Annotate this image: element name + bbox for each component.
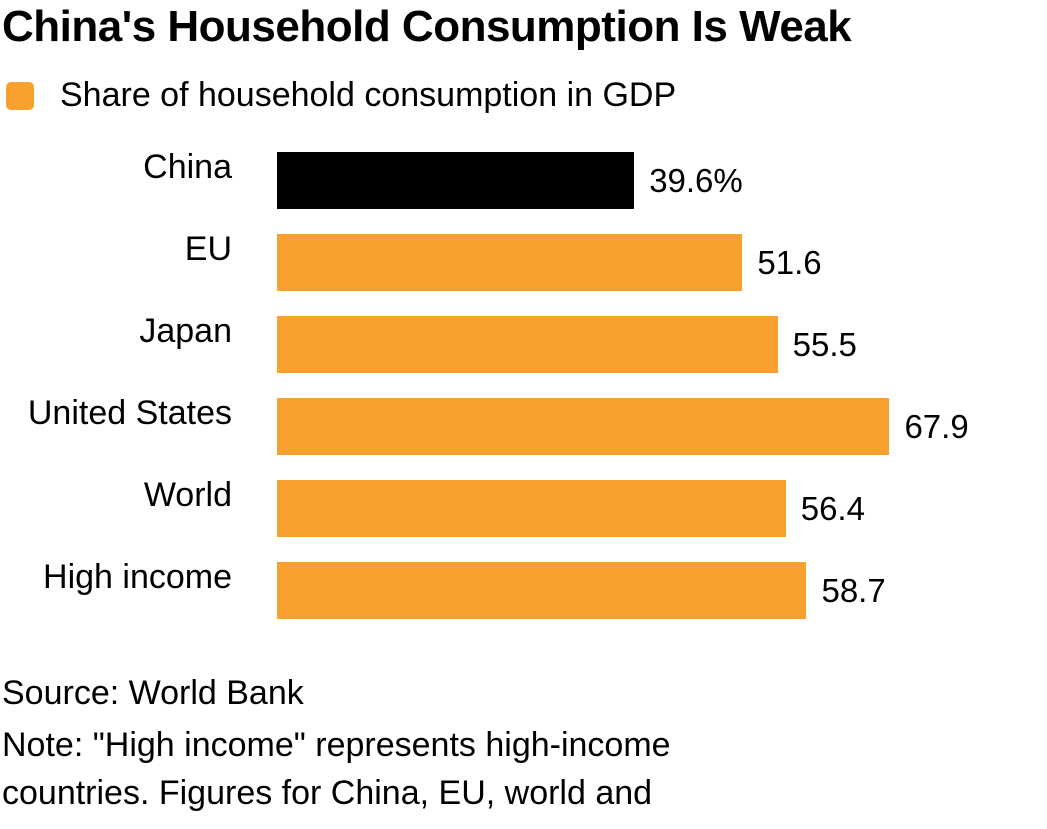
note-line-2: countries. Figures for China, EU, world … <box>2 774 653 812</box>
value-label: 58.7 <box>821 572 886 609</box>
bar-japan <box>277 316 778 373</box>
category-label: Japan <box>139 312 232 350</box>
bar-china <box>277 152 635 209</box>
bar-united-states <box>277 398 890 455</box>
category-label: EU <box>184 230 232 268</box>
value-label: 56.4 <box>800 490 865 527</box>
legend-label: Share of household consumption in GDP <box>60 76 677 114</box>
value-label: 67.9 <box>904 408 969 445</box>
bar-world <box>277 480 786 537</box>
value-label: 39.6% <box>649 162 743 199</box>
category-label: High income <box>43 558 232 596</box>
category-label: World <box>143 476 232 514</box>
bar-high-income <box>277 562 807 619</box>
category-label: China <box>143 148 232 186</box>
value-label: 55.5 <box>792 326 857 363</box>
value-label: 51.6 <box>757 244 822 281</box>
legend-swatch <box>6 81 34 110</box>
bar-eu <box>277 234 743 291</box>
note-line-1: Note: "High income" represents high-inco… <box>2 726 671 764</box>
legend: Share of household consumption in GDP <box>6 76 676 115</box>
source-note: Source: World Bank <box>2 674 304 712</box>
category-label: United States <box>27 394 232 432</box>
chart-title: China's Household Consumption Is Weak <box>2 2 852 51</box>
